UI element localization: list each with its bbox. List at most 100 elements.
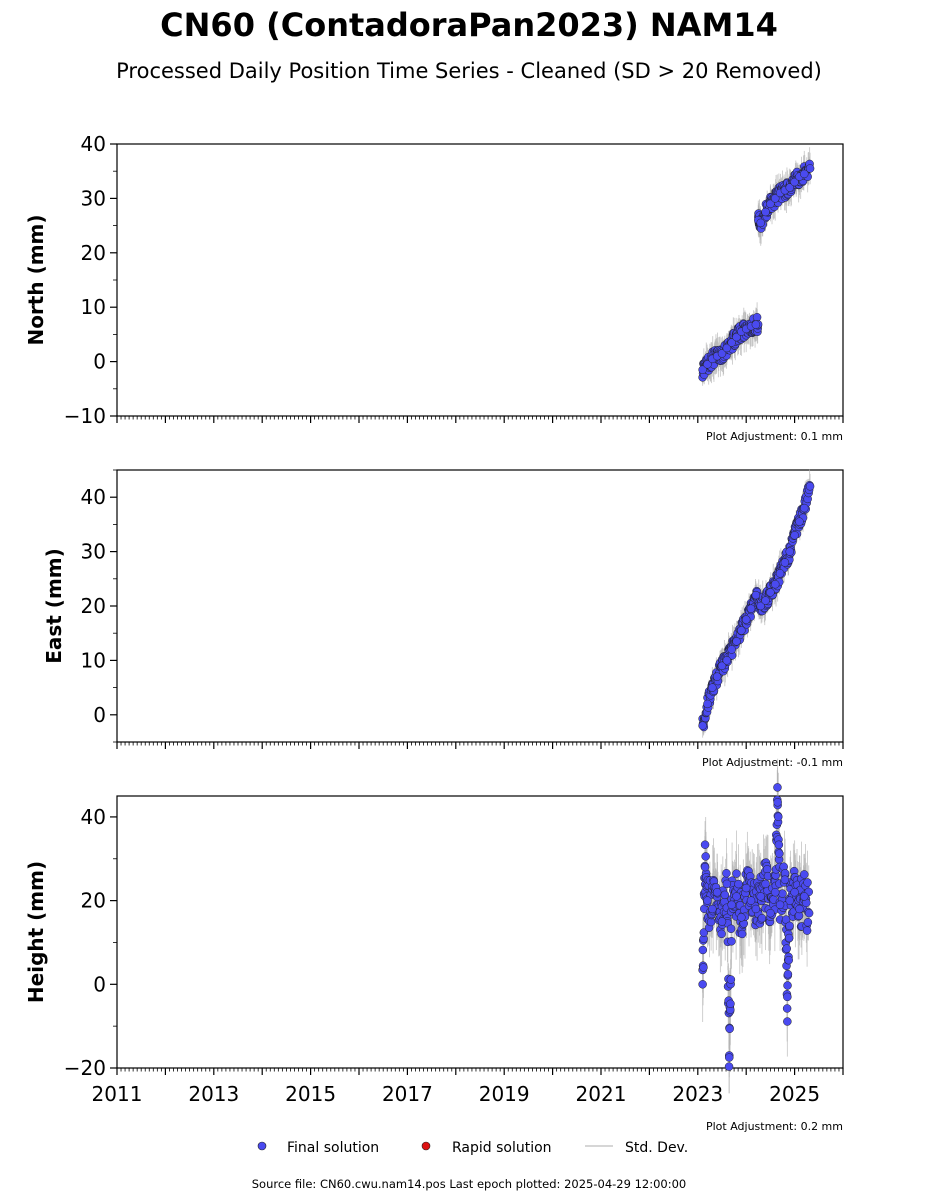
panel-east: 0 10 20 30 40 East (mm) Plot Adjustment: -0.1 … (42, 469, 844, 769)
data-point (698, 945, 708, 955)
plot-adjustment-note: Plot Adjustment: 0.1 mm (706, 430, 843, 443)
data-point (717, 917, 727, 926)
data-point (803, 918, 813, 927)
data-point (722, 869, 731, 878)
y-tick-label: 30 (81, 186, 106, 210)
x-tick-label: 2011 (92, 1082, 143, 1106)
data-point (766, 199, 775, 209)
y-tick-label: 20 (81, 241, 106, 265)
data-point (712, 672, 722, 681)
y-tick-label: 20 (81, 889, 106, 913)
data-point (725, 1024, 734, 1034)
data-point (724, 1062, 734, 1071)
data-point (752, 313, 762, 322)
data-point (698, 365, 707, 375)
data-point (751, 320, 761, 329)
data-point (783, 1017, 792, 1026)
data-point (790, 531, 799, 540)
x-tick-label: 2015 (285, 1082, 336, 1106)
data-point (727, 338, 736, 347)
source-footer: Source file: CN60.cwu.nam14.pos Last epo… (252, 1177, 686, 1191)
data-point (756, 218, 765, 228)
data-point (737, 626, 746, 635)
data-point (766, 908, 775, 918)
data-point (717, 349, 727, 358)
data-point (726, 924, 736, 934)
data-point (703, 896, 712, 905)
y-tick-label: 10 (81, 648, 106, 672)
data-point (761, 207, 770, 217)
chart-title: CN60 (ContadoraPan2023) NAM14 (160, 6, 778, 44)
y-axis-label: East (mm) (42, 548, 66, 664)
legend-std-label: Std. Dev. (625, 1140, 688, 1156)
data-point (741, 615, 751, 624)
data-point (720, 890, 730, 900)
data-point (800, 503, 809, 513)
data-point (790, 177, 799, 187)
data-point (795, 904, 804, 914)
data-point (746, 896, 756, 905)
data-point (761, 596, 770, 605)
data-point (802, 926, 812, 935)
data-point (717, 929, 726, 939)
data-point (770, 887, 780, 897)
data-point (756, 892, 765, 901)
y-tick-label: 30 (81, 540, 106, 564)
data-point (751, 904, 761, 914)
data-point (698, 721, 707, 730)
plot-adjustment-note: Plot Adjustment: -0.1 mm (702, 756, 843, 769)
data-point (732, 869, 741, 878)
data-point (732, 892, 741, 901)
data-point (737, 913, 746, 922)
data-point (756, 601, 765, 611)
legend-rapid-marker (421, 1141, 431, 1151)
data-point (703, 699, 712, 709)
data-point (741, 883, 751, 893)
data-point (737, 929, 747, 939)
x-tick-label: 2023 (672, 1082, 723, 1106)
data-point (703, 360, 712, 369)
data-point (722, 879, 732, 889)
data-point (708, 683, 717, 692)
data-point (770, 194, 780, 203)
panel-height: 2011 2013 2015 2017 2019 2021 2023 2025 −20 0 20 40… (24, 758, 844, 1133)
data-point (727, 900, 736, 910)
data-point (790, 887, 799, 897)
y-tick-label: 10 (81, 295, 106, 319)
data-point (700, 862, 710, 872)
data-point (784, 955, 794, 965)
data-point (800, 870, 809, 879)
legend: Final solution Rapid solution Std. Dev. (257, 1140, 688, 1156)
data-point (785, 183, 795, 192)
data-point (727, 645, 736, 654)
data-point (774, 840, 784, 850)
y-tick-label: 40 (81, 132, 106, 156)
data-point (783, 992, 792, 1002)
legend-final-label: Final solution (287, 1140, 379, 1156)
data-point (726, 975, 736, 984)
data-point (717, 661, 727, 671)
data-series (698, 758, 814, 1094)
data-point (782, 944, 791, 953)
data-point (784, 933, 794, 943)
data-point (732, 637, 741, 646)
data-point (774, 812, 783, 822)
data-series (698, 147, 815, 386)
data-point (726, 999, 735, 1009)
data-point (782, 1004, 792, 1013)
y-tick-label: 0 (93, 703, 106, 727)
data-point (712, 887, 722, 897)
x-tick-label: 2017 (382, 1082, 433, 1106)
data-point (722, 343, 732, 353)
data-point (780, 875, 790, 884)
plot-frame (116, 469, 844, 743)
data-point (805, 164, 815, 173)
data-point (732, 332, 741, 342)
x-tick-label: 2019 (479, 1082, 530, 1106)
data-point (775, 569, 785, 578)
legend-rapid-label: Rapid solution (452, 1140, 552, 1156)
data-point (804, 908, 814, 918)
y-axis-label: Height (mm) (24, 861, 48, 1003)
data-point (761, 879, 770, 889)
data-point (725, 1053, 734, 1062)
